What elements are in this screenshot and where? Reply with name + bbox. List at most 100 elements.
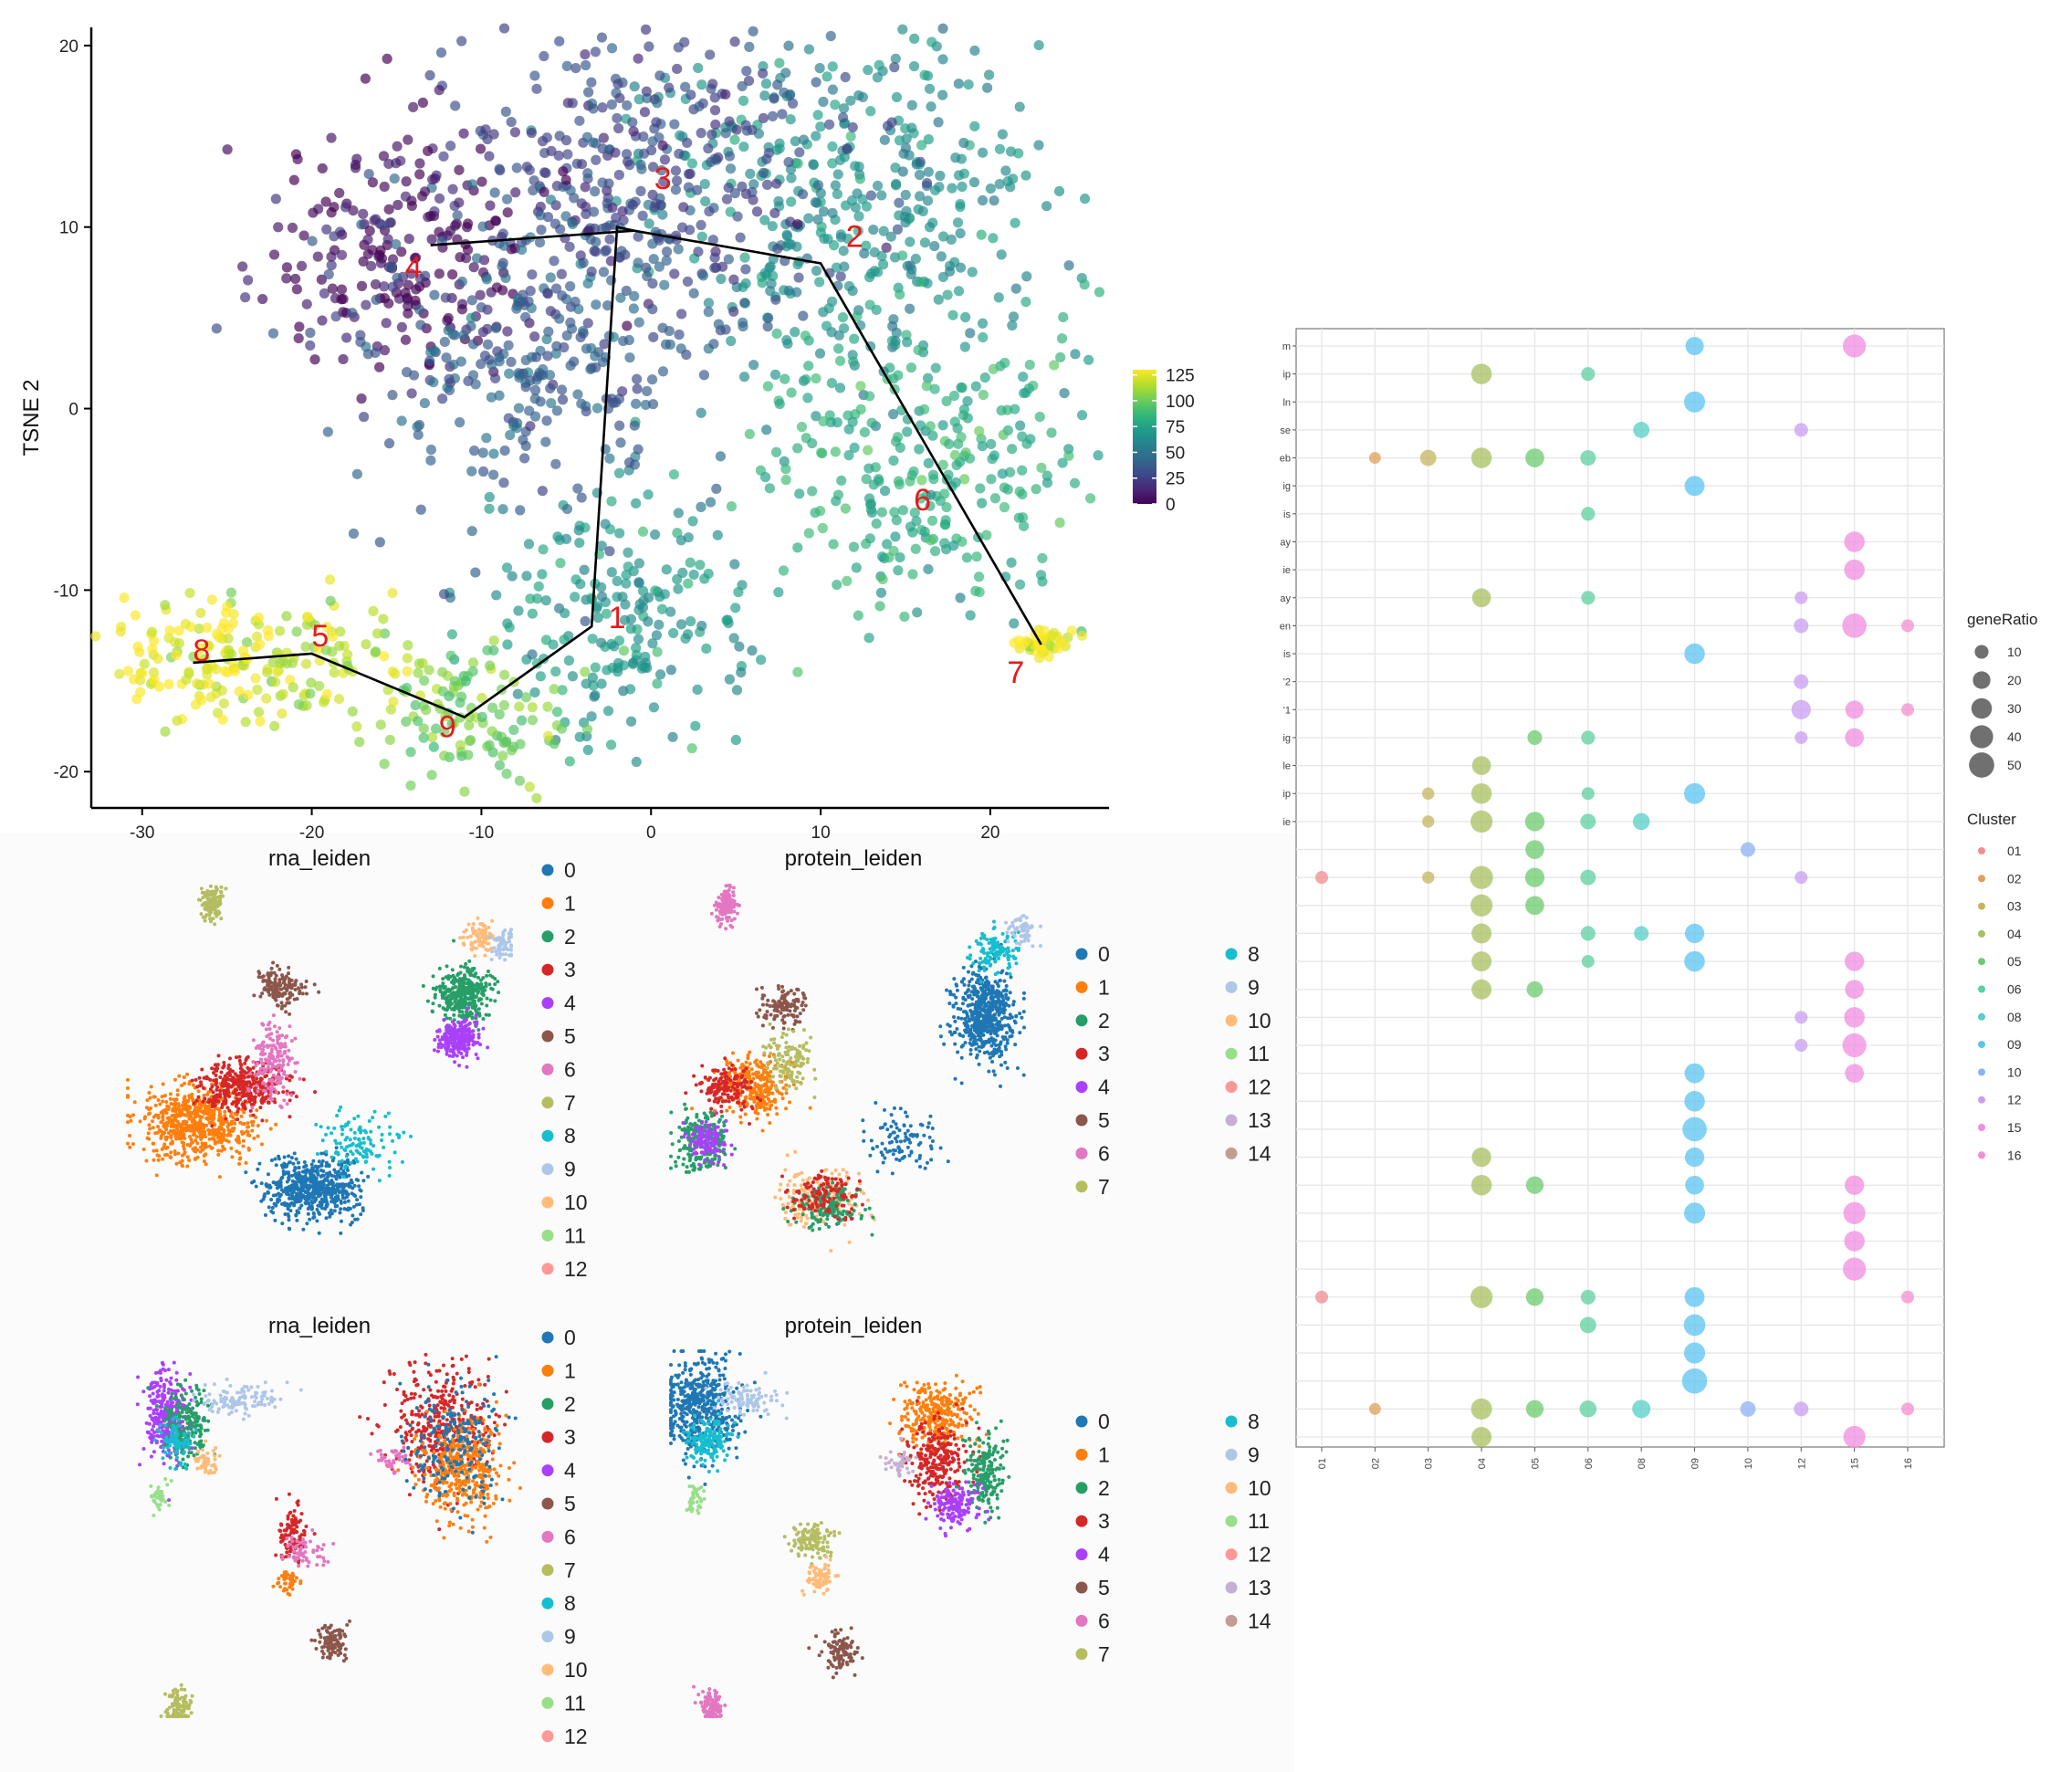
tsne-point (887, 409, 899, 420)
umap-point (294, 1175, 298, 1180)
umap-point (277, 1154, 281, 1159)
tsne-point (794, 488, 805, 499)
tsne-point (434, 193, 445, 204)
tsne-point (494, 760, 506, 771)
tsne-point (839, 261, 850, 272)
tsne-cluster-label: 3 (654, 162, 672, 196)
tsne-point (747, 186, 758, 198)
tsne-point (317, 163, 328, 174)
tsne-point (426, 770, 437, 781)
umap-point (421, 984, 425, 989)
colorbar-label: 50 (1166, 444, 1185, 463)
tsne-point (890, 340, 901, 351)
tsne-point (937, 420, 948, 431)
tsne-point (818, 206, 830, 217)
size-legend-point (1973, 671, 1991, 689)
tsne-point (1094, 287, 1105, 298)
color-legend-point (1978, 1096, 1985, 1104)
tsne-point (605, 256, 616, 267)
tsne-point (424, 69, 435, 81)
tsne-x-tick-label: 10 (811, 823, 831, 843)
umap-point (496, 980, 500, 984)
tsne-point (385, 704, 397, 715)
umap-point (147, 1091, 152, 1096)
umap-point (270, 1205, 275, 1210)
tsne-point (772, 243, 783, 255)
tsne-point (300, 641, 311, 652)
tsne-point (803, 528, 814, 539)
umap-point (148, 1096, 152, 1100)
bubble-point (1845, 728, 1864, 748)
umap-point (294, 1213, 298, 1218)
tsne-point (946, 234, 957, 245)
tsne-point (1035, 570, 1047, 581)
tsne-point (296, 260, 308, 272)
tsne-point (435, 47, 447, 58)
umap-point (260, 1092, 265, 1096)
tsne-point (825, 30, 836, 42)
tsne-point (526, 127, 538, 139)
tsne-point (152, 653, 163, 665)
color-legend-point (1978, 1012, 1985, 1021)
bubble-point (1900, 1290, 1915, 1304)
tsne-point (758, 60, 769, 72)
tsne-point (402, 666, 413, 676)
tsne-point (545, 272, 556, 283)
tsne-point (835, 232, 847, 243)
umap-point (332, 1209, 337, 1213)
umap-point (356, 1150, 361, 1155)
tsne-point (993, 292, 1004, 303)
tsne-point (485, 200, 496, 211)
tsne-point (893, 476, 905, 487)
umap-point (324, 1192, 329, 1197)
tsne-point (672, 63, 683, 75)
tsne-point (527, 608, 538, 619)
tsne-point (540, 634, 552, 645)
tsne-cluster-label: 2 (846, 220, 863, 255)
umap-point (216, 1054, 221, 1058)
tsne-point (865, 504, 877, 515)
tsne-point (894, 197, 905, 208)
umap-point (219, 885, 224, 889)
tsne-point (498, 23, 510, 34)
tsne-point (757, 278, 768, 288)
tsne-point (826, 378, 837, 389)
tsne-point (700, 195, 711, 207)
tsne-point (989, 195, 999, 206)
tsne-point (915, 277, 926, 288)
tsne-point (540, 436, 551, 447)
tsne-point (842, 143, 853, 154)
tsne-point (783, 40, 794, 51)
umap-point (481, 1017, 486, 1022)
tsne-point (254, 639, 266, 650)
tsne-point (817, 522, 828, 534)
tsne-point (622, 320, 633, 331)
tsne-point (617, 592, 628, 603)
umap-point (324, 1203, 329, 1208)
umap-point (437, 1003, 442, 1008)
tsne-point (277, 688, 288, 699)
tsne-point (832, 169, 843, 180)
umap-point (153, 1103, 158, 1107)
umap-point (132, 1100, 137, 1105)
tsne-point (676, 222, 688, 233)
tsne-point (551, 405, 563, 416)
tsne-point (1070, 349, 1081, 360)
tsne-point (986, 438, 997, 450)
tsne-point (612, 112, 623, 124)
umap-point (183, 1119, 187, 1124)
colorbar-label: 125 (1166, 367, 1195, 386)
umap-point (445, 964, 449, 969)
umap-point (150, 1119, 154, 1124)
tsne-point (429, 289, 440, 300)
umap-point (218, 1075, 223, 1079)
color-legend-label: 06 (2007, 982, 2022, 997)
umap-point (193, 1157, 197, 1161)
tsne-point (443, 325, 454, 336)
umap-point (211, 1098, 215, 1103)
umap-point (287, 980, 291, 984)
tsne-point (850, 161, 861, 172)
tsne-point (240, 717, 251, 728)
tsne-point (642, 385, 653, 397)
